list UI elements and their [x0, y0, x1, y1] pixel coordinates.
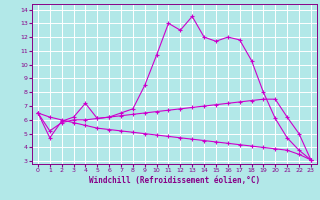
- X-axis label: Windchill (Refroidissement éolien,°C): Windchill (Refroidissement éolien,°C): [89, 176, 260, 185]
